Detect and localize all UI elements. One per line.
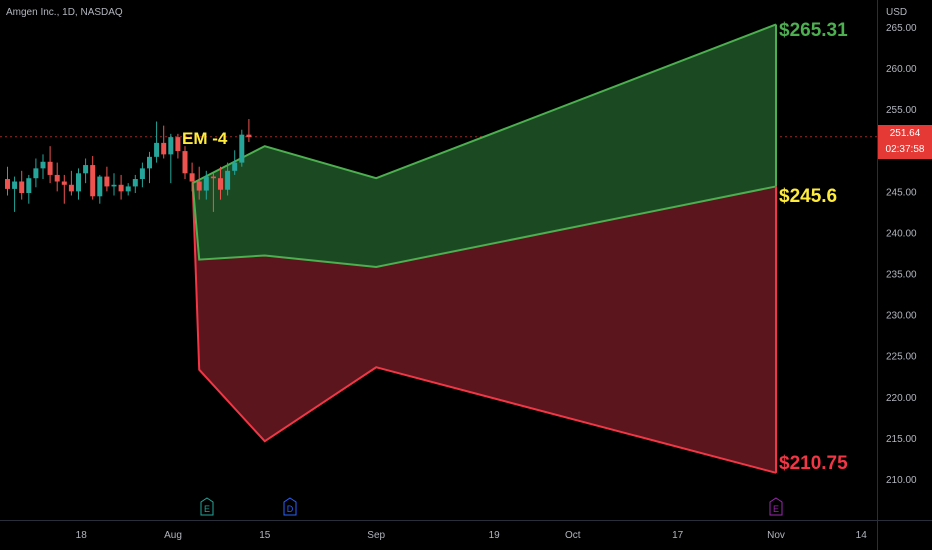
candle-body[interactable]	[161, 142, 167, 155]
time-tick-label: 15	[259, 530, 271, 541]
upper-target-label: $265.31	[779, 20, 848, 41]
candle-body[interactable]	[19, 181, 25, 194]
candle-body[interactable]	[76, 173, 81, 192]
price-tick-label: 215.00	[886, 434, 917, 445]
price-tick-label: 265.00	[886, 23, 917, 34]
candle-body[interactable]	[168, 137, 174, 155]
last-price-tag: 251.64 02:37:58	[878, 125, 932, 159]
time-tick-label: 14	[856, 530, 868, 541]
candle-body[interactable]	[225, 170, 231, 190]
time-tick-label: Aug	[164, 530, 182, 541]
bullish-range-area	[192, 24, 777, 267]
time-tick-label: Nov	[767, 530, 785, 541]
upper-bound-line	[192, 23, 777, 185]
bearish-range-area	[192, 183, 777, 473]
bar-countdown: 02:37:58	[885, 144, 925, 155]
lower-bound-line	[191, 183, 777, 474]
price-tick-label: 225.00	[886, 352, 917, 363]
price-tick-label: 220.00	[886, 393, 917, 404]
candle-body[interactable]	[111, 184, 117, 187]
candle-body[interactable]	[47, 161, 53, 175]
candle-body[interactable]	[5, 179, 10, 189]
time-tick-label: Sep	[367, 530, 385, 541]
candle-body[interactable]	[203, 176, 209, 191]
price-tick-label: 260.00	[886, 64, 917, 75]
mid-target-label: $245.6	[779, 186, 838, 207]
candle-body[interactable]	[33, 168, 39, 179]
candle-body[interactable]	[175, 137, 181, 152]
candle-body[interactable]	[90, 165, 96, 197]
candle-body[interactable]	[97, 176, 103, 197]
candle-body[interactable]	[54, 174, 60, 182]
candle-body[interactable]	[154, 142, 160, 157]
candle-body[interactable]	[182, 151, 188, 174]
price-tick-label: 230.00	[886, 311, 917, 322]
time-tick-label: 17	[672, 530, 684, 541]
candle-body[interactable]	[210, 176, 216, 179]
symbol-title[interactable]: Amgen Inc., 1D, NASDAQ	[6, 7, 123, 18]
mid-bound-line	[191, 183, 777, 268]
candle-body[interactable]	[147, 156, 152, 169]
candle-body[interactable]	[118, 184, 124, 192]
candle-body[interactable]	[125, 186, 131, 192]
price-tick-label: 235.00	[886, 270, 917, 281]
em-label: EM -4	[182, 129, 228, 148]
event-marker[interactable]	[200, 497, 214, 516]
candle-body[interactable]	[196, 181, 202, 191]
candle-body[interactable]	[12, 181, 18, 189]
price-tick-label: 240.00	[886, 228, 917, 239]
lower-target-label: $210.75	[779, 453, 848, 474]
candle-body[interactable]	[139, 168, 145, 180]
price-tick-label: 210.00	[886, 475, 917, 486]
candle-body[interactable]	[246, 134, 252, 138]
candle-body[interactable]	[83, 165, 89, 174]
candle-body[interactable]	[132, 179, 138, 187]
candle-body[interactable]	[218, 178, 223, 190]
event-marker[interactable]	[769, 497, 783, 516]
price-tick-label: 255.00	[886, 105, 917, 116]
candle-body[interactable]	[189, 173, 195, 182]
candle-body[interactable]	[104, 176, 110, 187]
currency-label: USD	[886, 7, 908, 18]
candle-body[interactable]	[61, 181, 67, 185]
event-marker-letter: E	[773, 504, 779, 514]
candle-body[interactable]	[40, 161, 46, 169]
candle-body[interactable]	[68, 184, 74, 192]
last-price: 251.64	[889, 128, 921, 139]
price-tick-label: 245.00	[886, 187, 917, 198]
event-marker-letter: E	[204, 504, 210, 514]
candle-body[interactable]	[232, 162, 238, 171]
candle-body[interactable]	[26, 178, 32, 194]
time-tick-label: 18	[76, 530, 88, 541]
event-marker[interactable]	[283, 497, 297, 516]
time-tick-label: Oct	[565, 530, 581, 541]
candle-body[interactable]	[239, 134, 245, 163]
event-marker-letter: D	[287, 504, 294, 514]
time-tick-label: 19	[489, 530, 501, 541]
